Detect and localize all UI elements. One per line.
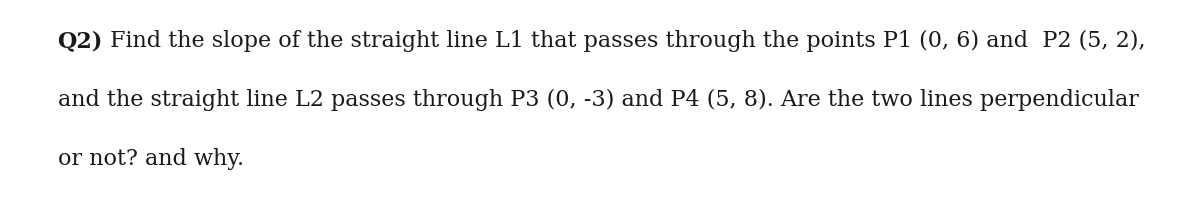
Text: Q2): Q2): [58, 30, 103, 52]
Text: and the straight line L2 passes through P3 (0, -3) and P4 (5, 8). Are the two li: and the straight line L2 passes through …: [58, 89, 1139, 111]
Text: or not? and why.: or not? and why.: [58, 149, 244, 170]
Text: Find the slope of the straight line L1 that passes through the points P1 (0, 6) : Find the slope of the straight line L1 t…: [103, 30, 1146, 52]
